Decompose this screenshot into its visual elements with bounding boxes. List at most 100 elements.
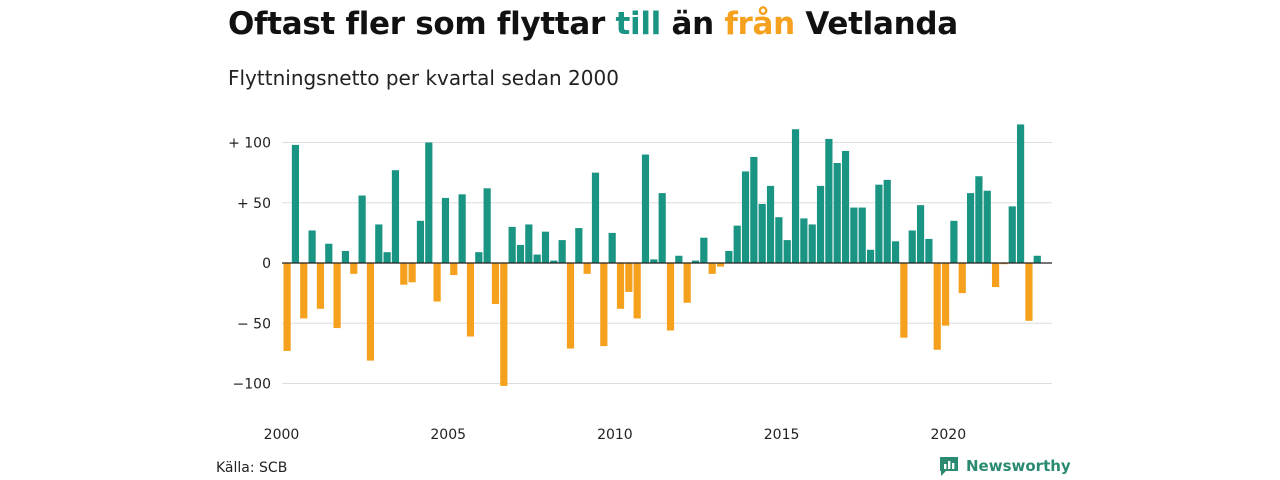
bar-negative bbox=[600, 263, 608, 347]
bar-negative bbox=[300, 263, 308, 319]
bar-negative bbox=[450, 263, 458, 276]
bar-positive bbox=[808, 224, 816, 263]
bar-positive bbox=[458, 194, 466, 263]
bar-positive bbox=[1016, 124, 1025, 263]
bar-negative bbox=[900, 263, 908, 338]
bar-positive bbox=[775, 217, 783, 263]
bar-positive bbox=[533, 254, 541, 263]
bar-positive bbox=[758, 203, 766, 263]
x-tick-label: 2005 bbox=[430, 427, 466, 443]
bar-negative bbox=[991, 263, 1000, 288]
bar-negative bbox=[716, 263, 725, 267]
bar-negative bbox=[491, 263, 500, 304]
bar-positive bbox=[875, 184, 883, 264]
x-tick-label: 2000 bbox=[264, 427, 300, 443]
bar-positive bbox=[658, 193, 666, 263]
bar-positive bbox=[483, 188, 491, 263]
bar-negative bbox=[958, 263, 966, 294]
bar-negative bbox=[408, 263, 416, 283]
bar-positive bbox=[650, 259, 658, 263]
bar-positive bbox=[391, 170, 400, 263]
bar-negative bbox=[1000, 263, 1008, 265]
bar-positive bbox=[925, 238, 933, 263]
bar-negative bbox=[333, 263, 341, 329]
bar-positive bbox=[475, 252, 483, 264]
bar-positive bbox=[975, 176, 983, 263]
bar-positive bbox=[850, 207, 858, 263]
chart-subtitle: Flyttningsnetto per kvartal sedan 2000 bbox=[228, 66, 619, 90]
bar-positive bbox=[841, 150, 850, 264]
bar-positive bbox=[700, 237, 708, 263]
newsworthy-logo-icon bbox=[940, 457, 958, 476]
bar-positive bbox=[833, 162, 841, 264]
y-tick-label: −100 bbox=[233, 377, 271, 393]
bar-positive bbox=[508, 226, 516, 263]
bar-positive bbox=[800, 218, 808, 263]
bar-positive bbox=[816, 185, 825, 263]
bar-positive bbox=[916, 205, 925, 263]
bar-positive bbox=[525, 224, 533, 263]
bar-positive bbox=[966, 193, 975, 263]
bar-positive bbox=[575, 228, 583, 264]
title-word-to: till bbox=[615, 6, 661, 42]
bar-positive bbox=[591, 172, 600, 264]
brand-name: Newsworthy bbox=[966, 457, 1071, 475]
bar-positive bbox=[733, 225, 741, 263]
x-tick-label: 2010 bbox=[597, 427, 633, 443]
bar-positive bbox=[791, 129, 800, 263]
bar-positive bbox=[750, 156, 758, 263]
bar-positive bbox=[1033, 255, 1041, 263]
bar-negative bbox=[666, 263, 675, 331]
bar-negative bbox=[625, 263, 633, 292]
bar-negative bbox=[433, 263, 441, 302]
bar-positive bbox=[858, 207, 866, 263]
bar-positive bbox=[641, 154, 650, 263]
bar-negative bbox=[683, 263, 691, 303]
bar-negative bbox=[466, 263, 475, 337]
bar-negative bbox=[941, 263, 950, 326]
bar-positive bbox=[866, 249, 875, 264]
y-tick-label: 0 bbox=[262, 256, 271, 272]
brand: Newsworthy bbox=[938, 455, 1071, 477]
source-note: Källa: SCB bbox=[216, 460, 288, 476]
bar-negative bbox=[708, 263, 716, 274]
bar-positive bbox=[358, 195, 366, 263]
bar-positive bbox=[741, 171, 750, 263]
bar-positive bbox=[950, 220, 958, 263]
x-tick-label: 2020 bbox=[930, 427, 966, 443]
bar-positive bbox=[783, 240, 791, 263]
title-part-1: Oftast fler som flyttar bbox=[228, 6, 616, 42]
bar-positive bbox=[375, 224, 383, 263]
bar-positive bbox=[541, 231, 550, 263]
bar-positive bbox=[325, 243, 333, 263]
title-part-2: än bbox=[660, 6, 725, 42]
bar-positive bbox=[425, 142, 433, 263]
bar-negative bbox=[316, 263, 325, 309]
bar-negative bbox=[616, 263, 625, 309]
bar-negative bbox=[583, 263, 591, 274]
title-word-from: från bbox=[724, 6, 795, 42]
bar-positive bbox=[675, 255, 683, 263]
bar-negative bbox=[283, 263, 291, 351]
bar-positive bbox=[908, 230, 916, 264]
bar-positive bbox=[341, 250, 350, 263]
bar-positive bbox=[883, 179, 891, 263]
bar-negative bbox=[566, 263, 575, 349]
bar-negative bbox=[350, 263, 358, 274]
bar-positive bbox=[766, 185, 775, 263]
bar-positive bbox=[691, 260, 700, 263]
title-part-3: Vetlanda bbox=[794, 6, 958, 42]
bar-negative bbox=[1025, 263, 1033, 321]
bar-positive bbox=[1008, 206, 1016, 264]
bar-positive bbox=[891, 241, 900, 263]
bar-positive bbox=[825, 138, 833, 263]
x-tick-label: 2015 bbox=[764, 427, 800, 443]
chart-title: Oftast fler som flyttar till än från Vet… bbox=[228, 6, 958, 42]
bar-positive bbox=[291, 144, 300, 263]
bar-positive bbox=[558, 240, 566, 263]
bar-positive bbox=[441, 197, 450, 263]
y-tick-label: + 100 bbox=[228, 136, 271, 152]
bar-negative bbox=[933, 263, 941, 350]
bar-negative bbox=[500, 263, 508, 386]
